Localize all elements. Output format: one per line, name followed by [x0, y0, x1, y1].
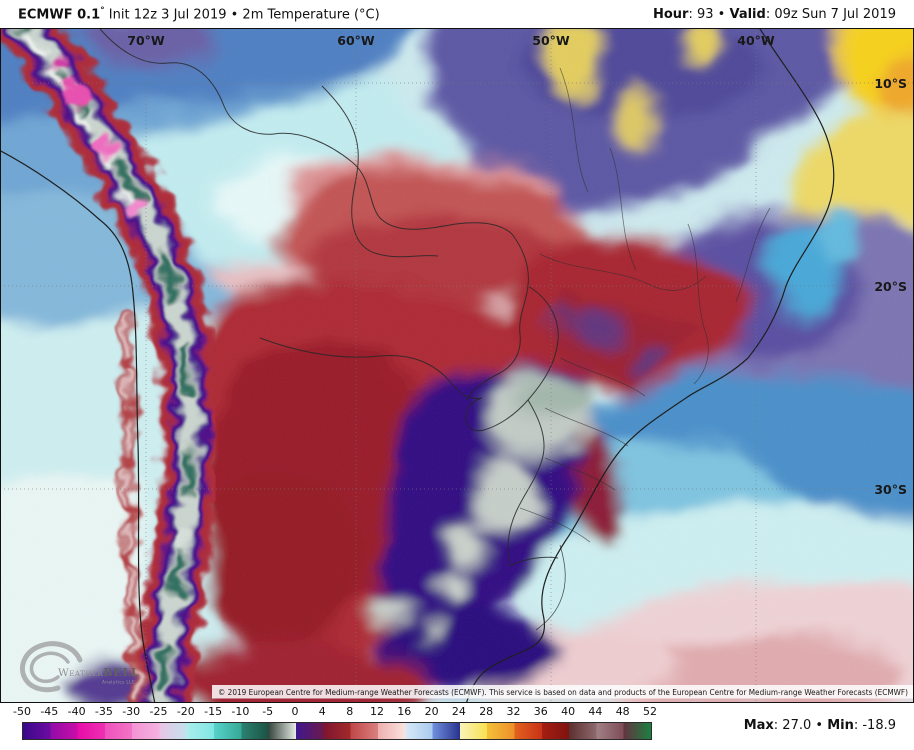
max-min-readout: Max: 27.0 • Min: -18.9 — [744, 718, 896, 733]
grain-overlay — [0, 28, 914, 703]
colorbar-tick: -45 — [40, 705, 59, 718]
colorbar-tick: 24 — [451, 705, 466, 718]
colorbar-tick: 0 — [291, 705, 299, 718]
colorbar: -50 -45 -40 -35 -30 -25 -20 -15 -10 -5 0 4 8 12 16 20 24… — [13, 703, 657, 750]
colorbar-tick: 4 — [318, 705, 326, 718]
colorbar-tick: 20 — [424, 705, 439, 718]
footer-bar: -50 -45 -40 -35 -30 -25 -20 -15 -10 -5 0 4 8 12 16 20 24… — [0, 703, 914, 750]
valid-value: : 09z Sun 7 Jul 2019 — [765, 6, 896, 22]
colorbar-tick: -5 — [262, 705, 274, 718]
min-value: : -18.9 — [853, 718, 896, 733]
colorbar-tick: 48 — [615, 705, 630, 718]
temperature-map: 70°W 60°W 50°W 40°W 10°S 20°S 30°S Weath… — [0, 28, 914, 703]
colorbar-tick: -10 — [231, 705, 250, 718]
max-label: Max — [743, 718, 774, 733]
colorbar-tick: 16 — [397, 705, 412, 718]
colorbar-tick: -40 — [67, 705, 86, 718]
degree-symbol: ° — [100, 5, 105, 16]
colorbar-tick: 12 — [370, 705, 384, 718]
colorbar-tick: 8 — [346, 705, 354, 718]
colorbar-tick: -30 — [122, 705, 141, 718]
colorbar-tick: -20 — [176, 705, 195, 718]
valid-label: Valid — [729, 6, 766, 22]
init-info: Init 12z 3 Jul 2019 • 2m Temperature (°C… — [104, 7, 380, 23]
colorbar-tick-labels: -50 -45 -40 -35 -30 -25 -20 -15 -10 -5 0 4 8 12 16 20 24… — [13, 705, 657, 720]
min-label: Min — [827, 718, 854, 733]
valid-time: Hour: 93 • Valid: 09z Sun 7 Jul 2019 — [653, 7, 896, 22]
map-svg: 70°W 60°W 50°W 40°W 10°S 20°S 30°S Weath… — [0, 28, 914, 703]
colorbar-gradient — [22, 722, 652, 740]
colorbar-tick: 32 — [506, 705, 521, 718]
colorbar-tick: 36 — [533, 705, 548, 718]
header-bar: ECMWF 0.1° Init 12z 3 Jul 2019 • 2m Temp… — [0, 0, 914, 28]
colorbar-tick: 52 — [643, 705, 657, 718]
hour-value: : 93 • — [688, 6, 730, 22]
model-title: ECMWF 0.1° Init 12z 3 Jul 2019 • 2m Temp… — [18, 6, 380, 22]
colorbar-tick: -25 — [149, 705, 168, 718]
model-name: ECMWF 0.1 — [18, 7, 101, 23]
max-value: : 27.0 • — [773, 718, 828, 733]
colorbar-tick: -15 — [204, 705, 223, 718]
hour-label: Hour — [652, 6, 689, 22]
colorbar-tick: -35 — [94, 705, 113, 718]
colorbar-tick: 44 — [588, 705, 603, 718]
colorbar-tick: 28 — [479, 705, 494, 718]
colorbar-tick: -50 — [13, 705, 31, 718]
colorbar-tick: 40 — [561, 705, 576, 718]
